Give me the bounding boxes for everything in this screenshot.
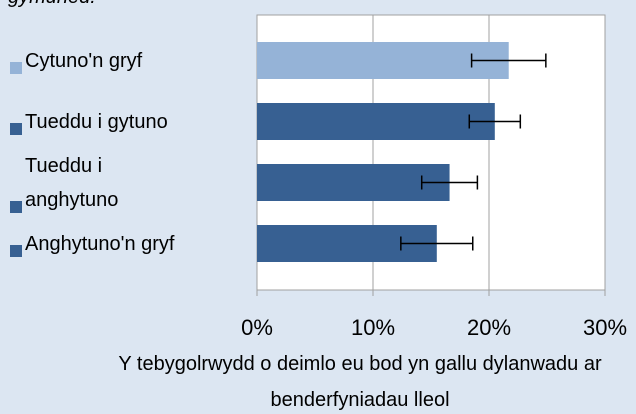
x-tick-label: 0% <box>241 315 273 340</box>
category-text: Anghytuno'n gryf <box>25 232 175 255</box>
category-text: Cytuno'n gryf <box>25 49 143 72</box>
category-label: Cytuno'n gryf <box>10 44 230 78</box>
x-axis-title: Y tebygolrwydd o deimlo eu bod yn gallu … <box>118 353 602 411</box>
category-marker <box>10 122 22 135</box>
bar <box>257 164 450 201</box>
category-label: Anghytuno'n gryf <box>10 227 230 261</box>
category-marker <box>10 200 22 213</box>
chart-title: gymuned. <box>8 0 96 9</box>
category-marker <box>10 244 22 257</box>
x-tick-label: 20% <box>467 315 511 340</box>
category-text: Tueddu i anghytuno <box>25 154 119 211</box>
bar <box>257 42 509 79</box>
category-label: Tueddu i gytuno <box>10 105 230 139</box>
category-marker <box>10 61 22 74</box>
category-text: Tueddu i gytuno <box>25 110 168 133</box>
category-label: Tueddu i anghytuno <box>10 149 230 217</box>
x-tick-label: 10% <box>351 315 395 340</box>
x-tick-label: 30% <box>583 315 627 340</box>
bar <box>257 103 495 140</box>
